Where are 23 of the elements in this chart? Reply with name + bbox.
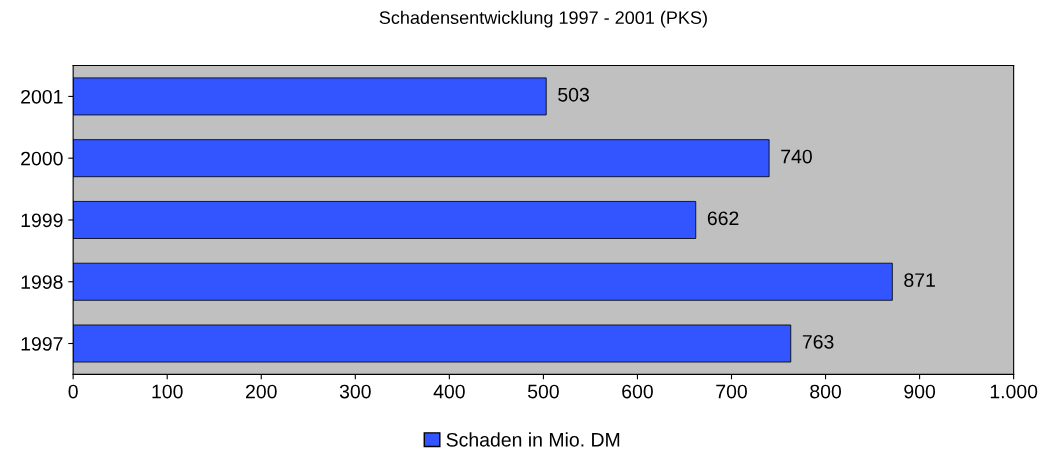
x-tick-label: 200: [246, 384, 277, 399]
x-tick-label: 1.000: [990, 384, 1038, 399]
data-label: 871: [904, 273, 935, 287]
data-label: 503: [558, 87, 589, 102]
y-tick-label: 2001: [21, 89, 63, 104]
y-tick-label: 1998: [21, 275, 63, 289]
chart-title: Schadensentwicklung 1997 - 2001 (PKS): [379, 10, 707, 28]
x-tick-label: 300: [339, 384, 371, 399]
y-tick-label: 2000: [21, 151, 63, 166]
x-tick-label: 900: [904, 384, 936, 399]
x-tick-label: 400: [433, 384, 465, 399]
data-label: 763: [802, 334, 834, 349]
data-label: 740: [781, 149, 812, 164]
x-tick-label: 800: [810, 384, 842, 399]
x-tick-label: 0: [68, 384, 78, 399]
x-tick-label: 500: [527, 384, 559, 399]
y-tick-label: 1997: [21, 336, 63, 351]
y-tick-label: 1999: [21, 213, 63, 228]
x-tick-label: 700: [716, 384, 747, 399]
x-tick-label: 100: [152, 384, 183, 399]
x-tick-label: 600: [622, 384, 653, 399]
data-label: 662: [707, 211, 739, 226]
legend-label: Schaden in Mio. DM: [446, 432, 620, 447]
